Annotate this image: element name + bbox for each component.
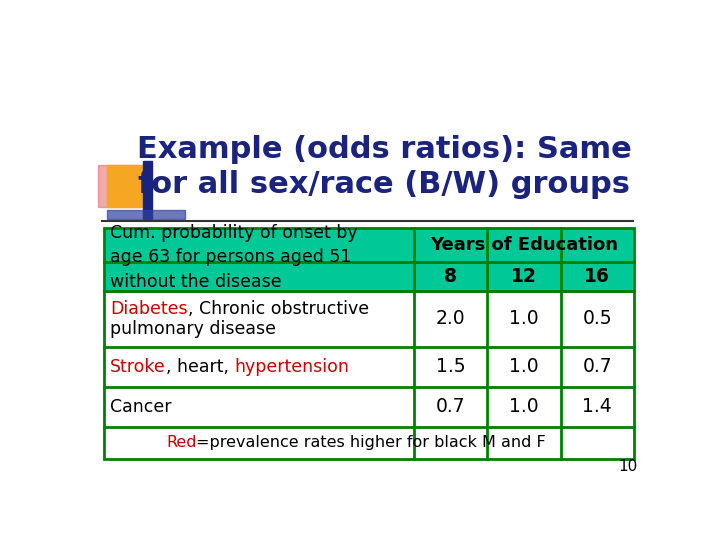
Text: hypertension: hypertension bbox=[235, 357, 349, 376]
Bar bbox=[104, 387, 634, 427]
Text: 1.0: 1.0 bbox=[509, 309, 539, 328]
Text: 12: 12 bbox=[511, 267, 537, 286]
Text: Stroke: Stroke bbox=[110, 357, 166, 376]
Text: 1.0: 1.0 bbox=[509, 357, 539, 376]
Text: 8: 8 bbox=[444, 267, 457, 286]
Bar bbox=[104, 427, 634, 459]
Text: , Chronic obstructive: , Chronic obstructive bbox=[188, 300, 369, 318]
Text: 1.5: 1.5 bbox=[436, 357, 465, 376]
Text: 0.7: 0.7 bbox=[436, 397, 465, 416]
Text: 16: 16 bbox=[585, 267, 611, 286]
Text: Red: Red bbox=[166, 435, 197, 450]
Bar bbox=[104, 228, 634, 459]
Text: for all sex/race (B/W) groups: for all sex/race (B/W) groups bbox=[138, 170, 631, 199]
Text: 10: 10 bbox=[618, 459, 638, 474]
Text: 0.5: 0.5 bbox=[582, 309, 612, 328]
Bar bbox=[98, 165, 140, 207]
Bar bbox=[104, 347, 634, 387]
Text: Years of Education: Years of Education bbox=[430, 236, 618, 254]
Text: Cum. probability of onset by
age 63 for persons aged 51
without the disease: Cum. probability of onset by age 63 for … bbox=[110, 224, 358, 291]
Bar bbox=[107, 165, 150, 207]
Text: Diabetes: Diabetes bbox=[110, 300, 188, 318]
Text: Example (odds ratios): Same: Example (odds ratios): Same bbox=[137, 135, 632, 164]
Text: Cancer: Cancer bbox=[110, 397, 171, 416]
Bar bbox=[107, 210, 184, 219]
Text: 1.4: 1.4 bbox=[582, 397, 612, 416]
Text: , heart,: , heart, bbox=[166, 357, 235, 376]
Text: =prevalence rates higher for black M and F: =prevalence rates higher for black M and… bbox=[197, 435, 546, 450]
Bar bbox=[104, 291, 634, 347]
Text: 1.0: 1.0 bbox=[509, 397, 539, 416]
Bar bbox=[104, 228, 634, 291]
Bar bbox=[143, 161, 152, 219]
Text: 0.7: 0.7 bbox=[582, 357, 612, 376]
Text: pulmonary disease: pulmonary disease bbox=[110, 320, 276, 338]
Text: 2.0: 2.0 bbox=[436, 309, 465, 328]
